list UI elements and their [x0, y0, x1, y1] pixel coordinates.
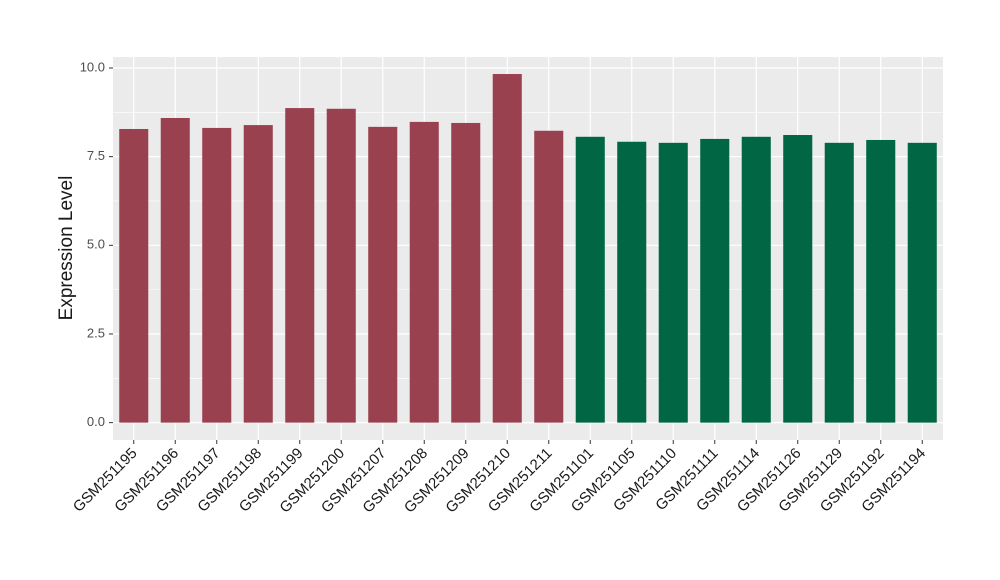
bar — [617, 141, 647, 423]
bar — [783, 135, 813, 423]
bar — [243, 125, 273, 423]
bar — [492, 74, 522, 423]
bar — [824, 142, 854, 423]
y-tick-label: 7.5 — [87, 148, 105, 163]
bar — [451, 122, 481, 423]
y-tick-label: 10.0 — [80, 59, 105, 74]
y-tick-label: 2.5 — [87, 325, 105, 340]
bar — [658, 142, 688, 423]
bar — [326, 108, 356, 423]
y-tick-label: 0.0 — [87, 414, 105, 429]
y-axis-label: Expression Level — [56, 176, 77, 321]
bar — [160, 117, 190, 423]
bar — [741, 136, 771, 423]
bar — [700, 138, 730, 423]
bar — [285, 108, 315, 423]
bar — [409, 121, 439, 423]
bar — [368, 126, 398, 423]
bar — [575, 136, 605, 423]
bar — [202, 127, 232, 423]
bar — [119, 128, 149, 423]
y-tick-label: 5.0 — [87, 237, 105, 252]
plot-panel — [113, 57, 943, 440]
bar — [534, 130, 564, 423]
bar — [866, 139, 896, 423]
bar — [907, 142, 937, 423]
